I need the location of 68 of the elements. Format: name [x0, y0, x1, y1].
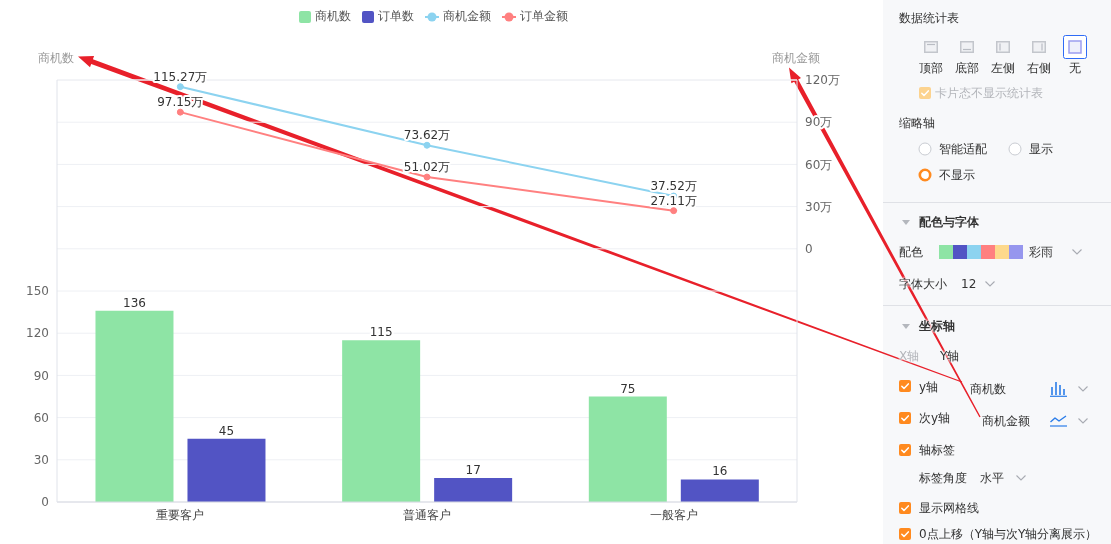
y2-tick-label: 60万	[805, 157, 833, 172]
bar	[588, 396, 667, 502]
text: 商机数	[970, 382, 1006, 396]
text: 智能适配	[939, 142, 987, 156]
text: 商机金额	[982, 414, 1030, 428]
data-label: 136	[123, 295, 146, 310]
text: 右侧	[1027, 61, 1051, 75]
text: 显示	[1029, 142, 1053, 156]
bar	[434, 478, 513, 502]
text: 彩雨	[1029, 245, 1053, 259]
text: 0点上移（Y轴与次Y轴分离展示）	[919, 527, 1098, 541]
text: 不显示	[939, 168, 975, 182]
text: 次y轴	[919, 411, 951, 425]
y2-tick-label: 120万	[805, 73, 840, 88]
point	[670, 207, 678, 215]
text: X轴	[899, 349, 920, 363]
data-label: 115	[369, 325, 393, 340]
text: 显示网格线	[919, 501, 979, 515]
y-tick-label: 90	[33, 368, 49, 383]
text: 数据统计表	[899, 11, 959, 25]
bar	[342, 340, 421, 502]
data-label: 73.62万	[403, 128, 451, 143]
y2-axis-title: 商机金额	[772, 51, 820, 65]
text: 轴标签	[919, 443, 955, 457]
point	[423, 173, 431, 181]
data-label: 16	[712, 464, 728, 479]
point	[176, 83, 184, 91]
text: 卡片态不显示统计表	[935, 86, 1043, 100]
data-label: 37.52万	[650, 179, 697, 194]
data-label: 17	[465, 463, 481, 478]
text: 配色与字体	[919, 215, 979, 229]
y-tick-label: 30	[33, 453, 49, 468]
text: 缩略轴	[899, 116, 935, 130]
text: 坐标轴	[919, 319, 955, 333]
data-label: 45	[218, 423, 235, 438]
legend-label: 订单金额	[519, 8, 568, 25]
text: 顶部	[919, 61, 943, 75]
data-label: 75	[620, 381, 636, 396]
point	[176, 108, 184, 116]
data-label: 27.11万	[650, 193, 697, 208]
text: 标签角度	[919, 471, 967, 485]
y-tick-label: 60	[33, 410, 49, 425]
y-tick-label: 0	[41, 495, 49, 510]
text: 底部	[955, 61, 979, 75]
text: 12	[961, 277, 977, 291]
x-tick-label: 重要客户	[156, 507, 205, 522]
text: 水平	[980, 471, 1004, 485]
data-label: 51.02万	[403, 160, 451, 175]
y-tick-label: 150	[26, 284, 49, 299]
bar	[680, 479, 759, 502]
text: 配色	[899, 245, 923, 259]
y-tick-label: 120	[26, 326, 49, 341]
legend-label: 商机数	[314, 8, 351, 25]
legend-label: 商机金额	[442, 8, 491, 25]
bar	[95, 310, 174, 502]
y2-tick-label: 0	[805, 242, 813, 257]
y2-tick-label: 30万	[805, 199, 833, 214]
bar	[187, 438, 266, 502]
legend-label: 订单数	[377, 8, 414, 25]
text: y轴	[919, 380, 939, 394]
text: Y轴	[940, 349, 960, 363]
x-tick-label: 普通客户	[403, 507, 451, 522]
text: 左侧	[991, 61, 1015, 75]
text: 无	[1069, 61, 1081, 75]
data-label: 115.27万	[153, 69, 208, 84]
point	[423, 141, 431, 149]
y-axis-title: 商机数	[38, 51, 74, 65]
x-tick-label: 一般客户	[649, 507, 698, 522]
